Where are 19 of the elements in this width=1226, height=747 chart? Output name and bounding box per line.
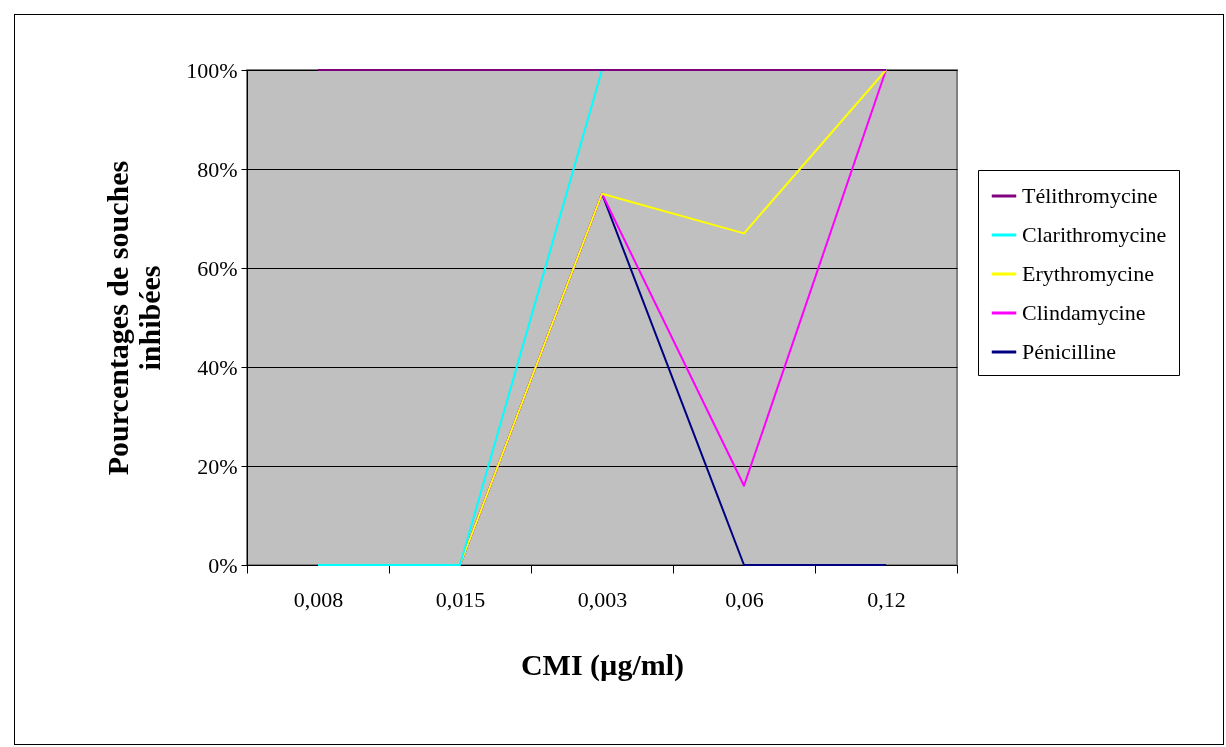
x-tick-label: 0,12	[867, 586, 906, 612]
x-tick-label: 0,003	[577, 586, 628, 612]
legend-label: Clarithromycine	[1022, 222, 1167, 247]
y-tick-label: 20%	[197, 453, 238, 479]
y-tick-label: 40%	[197, 354, 238, 380]
line-series	[459, 69, 887, 566]
x-tick-label: 0,015	[435, 586, 486, 612]
x-tick-label: 0,06	[725, 586, 764, 612]
y-tick-label: 80%	[197, 156, 238, 182]
y-tick-label: 100%	[186, 57, 238, 83]
y-tick-label: 0%	[208, 552, 238, 578]
x-axis-title: CMI (µg/ml)	[520, 647, 685, 682]
y-tick-label: 60%	[197, 255, 238, 281]
legend-label: Erythromycine	[1022, 261, 1154, 286]
legend-label: Télithromycine	[1022, 183, 1158, 208]
legend-label: Clindamycine	[1022, 300, 1146, 325]
legend-label: Pénicilline	[1022, 339, 1117, 364]
y-axis-title: Pourcentages de souches inhibées	[101, 160, 167, 476]
x-tick-label: 0,008	[293, 586, 344, 612]
